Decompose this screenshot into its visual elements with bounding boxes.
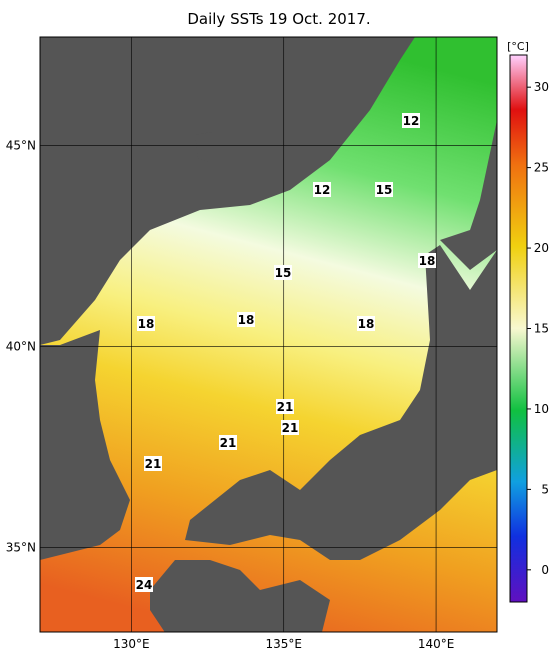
map-frame	[39, 36, 498, 633]
contour-label: 21	[145, 457, 162, 471]
contour-label-box	[237, 312, 255, 327]
x-tick-label: 135°E	[265, 637, 302, 651]
x-tick-label: 130°E	[113, 637, 150, 651]
contour-label: 21	[220, 436, 237, 450]
colorbar-tick-label: 5	[541, 482, 549, 496]
colorbar-tick-label: 25	[534, 161, 549, 175]
colorbar-tick-label: 15	[534, 322, 549, 336]
map-area	[40, 37, 497, 632]
land	[40, 37, 497, 632]
contour-label: 15	[376, 183, 393, 197]
contour-label-box	[137, 316, 155, 331]
colorbar	[509, 54, 528, 603]
colorbar-tick-label: 30	[534, 80, 549, 94]
contour-label-box	[402, 113, 420, 128]
contour-label: 24	[136, 578, 153, 592]
colorbar-tick-label: 20	[534, 241, 549, 255]
contour-label: 21	[282, 421, 299, 435]
contour-label: 18	[419, 254, 436, 268]
colorbar-unit: [°C]	[507, 40, 529, 53]
contour-label-box	[135, 577, 153, 592]
contour-label: 12	[403, 114, 420, 128]
contour-label-box	[276, 399, 294, 414]
contour-label-box	[375, 182, 393, 197]
contour-label-box	[281, 420, 299, 435]
contour-label-box	[313, 182, 331, 197]
y-tick-label: 45°N	[6, 139, 36, 153]
contour-label: 15	[275, 266, 292, 280]
contour-label-box	[418, 253, 436, 268]
colorbar-tick-label: 0	[541, 563, 549, 577]
contour-label-box	[219, 435, 237, 450]
contour-label-box	[144, 456, 162, 471]
contour-label-box	[357, 316, 375, 331]
y-tick-label: 35°N	[6, 541, 36, 555]
title: Daily SSTs 19 Oct. 2017.	[187, 10, 370, 28]
contour-label: 18	[358, 317, 375, 331]
contour-label: 18	[238, 313, 255, 327]
contour-label-box	[274, 265, 292, 280]
x-tick-label: 140°E	[418, 637, 455, 651]
contour-label: 21	[277, 400, 294, 414]
contour-label: 12	[314, 183, 331, 197]
contour-label: 18	[138, 317, 155, 331]
y-tick-label: 40°N	[6, 340, 36, 354]
colorbar-tick-label: 10	[534, 402, 549, 416]
